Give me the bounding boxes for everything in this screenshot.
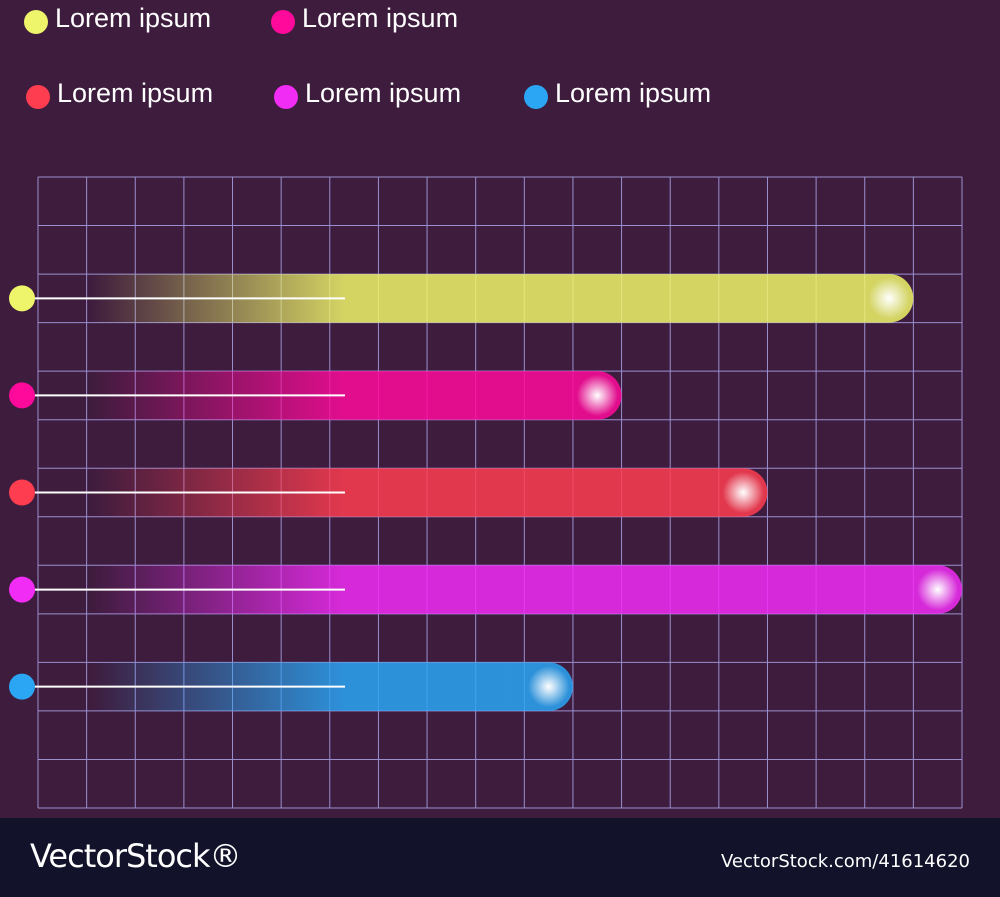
legend-marker	[24, 10, 48, 34]
legend-label: Lorem ipsum	[555, 78, 711, 108]
watermark-id: VectorStock.com/41614620	[721, 851, 970, 872]
bar-glow	[722, 471, 764, 514]
bar	[38, 468, 768, 517]
legend-marker	[274, 85, 298, 109]
bar	[38, 565, 962, 614]
watermark-brand: VectorStock®	[30, 837, 241, 875]
legend-label: Lorem ipsum	[302, 3, 458, 33]
bar-dot	[9, 285, 35, 312]
legend-label: Lorem ipsum	[57, 78, 213, 108]
legend-marker	[524, 85, 548, 109]
bar-dot	[9, 576, 35, 603]
legend-label: Lorem ipsum	[55, 3, 211, 33]
legend-label: Lorem ipsum	[305, 78, 461, 108]
legend-marker	[26, 85, 50, 109]
bar-glow	[528, 666, 570, 708]
bar	[38, 274, 914, 323]
bar-glow	[917, 568, 959, 611]
bar-dot	[9, 382, 35, 409]
bar-dot	[9, 673, 35, 700]
bar-glow	[868, 277, 910, 319]
footer	[0, 818, 1000, 897]
bar-dot	[9, 479, 35, 506]
bar-glow	[576, 374, 618, 417]
legend-marker	[271, 10, 295, 34]
